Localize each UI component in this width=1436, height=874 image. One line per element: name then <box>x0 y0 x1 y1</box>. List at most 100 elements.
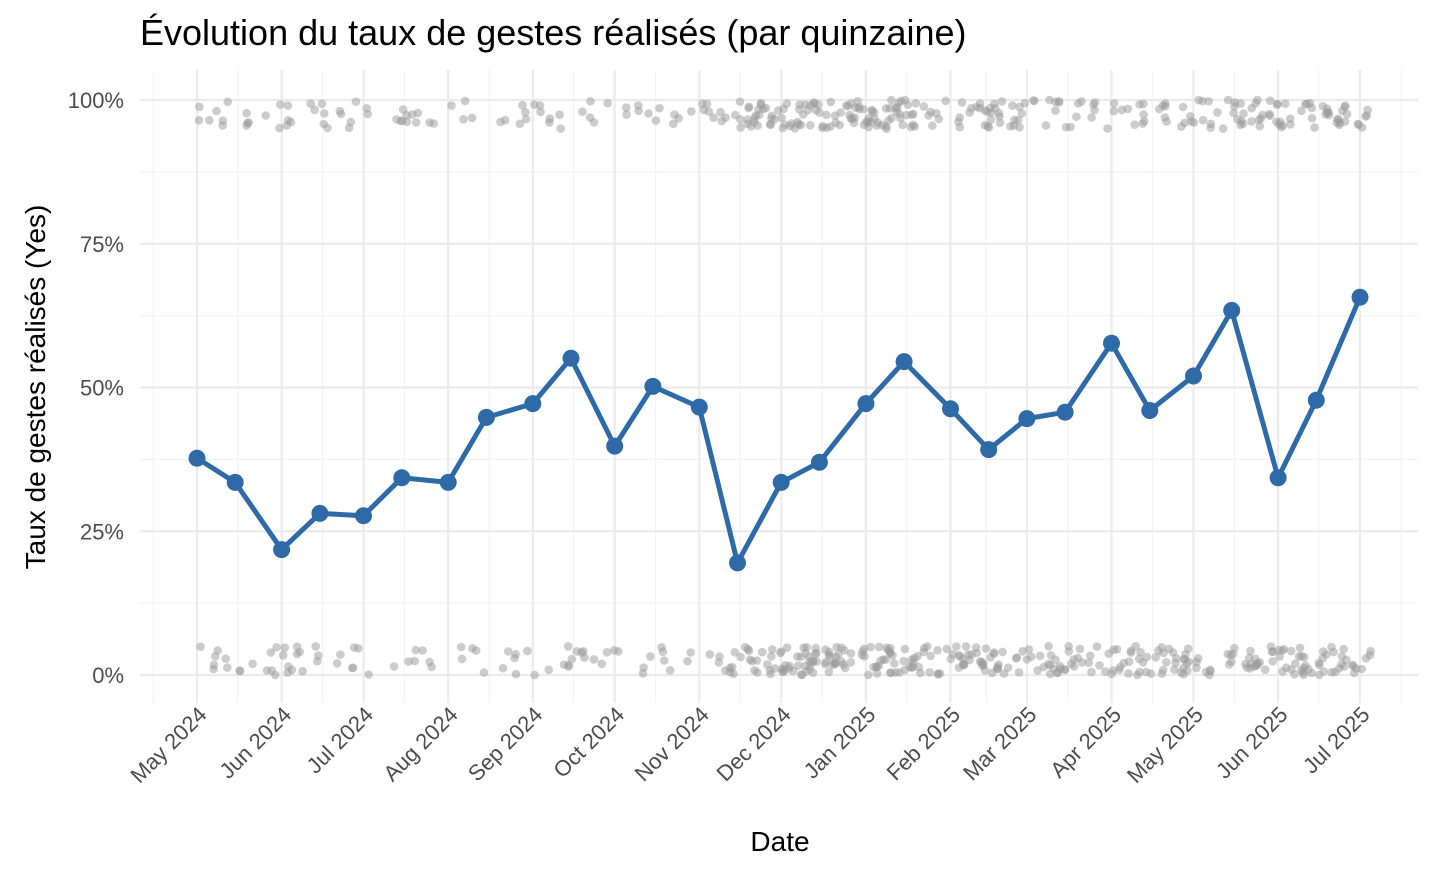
raw-point <box>812 657 821 666</box>
raw-point <box>961 642 971 651</box>
raw-point <box>205 116 214 125</box>
raw-point <box>314 651 323 660</box>
raw-point <box>306 99 316 108</box>
raw-point <box>589 655 599 664</box>
raw-point <box>1213 108 1222 117</box>
raw-point <box>1158 101 1168 110</box>
x-tick-label: Jun 2025 <box>1211 702 1293 784</box>
y-axis: 0% 25% 50% 75% 100% <box>68 88 124 688</box>
raw-point <box>498 663 508 673</box>
raw-point <box>1330 667 1340 677</box>
raw-point <box>364 670 373 679</box>
raw-point <box>1362 111 1372 120</box>
raw-point <box>1255 121 1265 131</box>
x-tick-label: Feb 2025 <box>882 702 965 785</box>
raw-point <box>851 103 860 112</box>
raw-point <box>890 659 899 668</box>
raw-point <box>820 659 830 669</box>
raw-point <box>976 657 986 666</box>
data-point <box>942 400 959 418</box>
raw-point <box>1236 99 1245 108</box>
raw-point <box>1290 670 1299 679</box>
raw-point <box>860 652 869 661</box>
raw-point <box>923 642 932 651</box>
raw-point <box>756 100 766 109</box>
raw-point <box>892 103 902 112</box>
raw-point <box>972 102 981 112</box>
raw-point <box>1138 658 1148 667</box>
raw-point <box>456 642 466 652</box>
raw-point <box>1299 663 1308 673</box>
raw-point <box>223 663 232 672</box>
raw-point <box>335 106 345 116</box>
raw-point <box>811 643 820 653</box>
raw-point <box>826 97 836 107</box>
raw-point <box>413 108 423 118</box>
raw-point <box>822 110 831 120</box>
raw-point <box>818 123 827 132</box>
raw-point <box>750 666 759 675</box>
raw-point <box>1238 119 1248 128</box>
raw-point <box>958 654 968 664</box>
raw-point <box>1299 670 1308 680</box>
raw-point <box>275 123 284 133</box>
raw-point <box>1171 658 1180 668</box>
x-tick-label: Aug 2024 <box>378 702 462 786</box>
raw-point <box>1319 647 1328 656</box>
raw-point <box>1361 654 1371 663</box>
raw-point <box>837 643 846 652</box>
raw-point <box>278 651 288 660</box>
raw-point <box>1223 649 1233 659</box>
raw-point <box>1275 652 1284 661</box>
raw-point <box>824 667 834 677</box>
raw-point <box>545 118 554 127</box>
raw-point <box>500 115 510 125</box>
raw-point <box>806 101 815 110</box>
raw-point <box>1170 665 1179 674</box>
raw-point <box>900 644 910 654</box>
raw-point <box>292 649 302 659</box>
x-tick-label: Oct 2024 <box>548 702 629 783</box>
raw-point <box>1260 665 1270 674</box>
raw-point <box>928 121 937 130</box>
raw-point <box>418 646 427 655</box>
raw-point <box>794 661 803 670</box>
raw-points-layer <box>194 95 1375 680</box>
raw-point <box>905 662 914 671</box>
raw-point <box>283 101 293 110</box>
x-tick-label: May 2025 <box>1122 702 1208 788</box>
raw-point <box>725 667 735 677</box>
raw-point <box>954 117 963 127</box>
raw-point <box>831 658 841 668</box>
raw-point <box>425 657 434 667</box>
raw-point <box>1141 667 1151 677</box>
raw-point <box>280 643 290 652</box>
raw-point <box>221 654 230 663</box>
raw-point <box>1044 642 1053 651</box>
data-point <box>273 541 291 559</box>
raw-point <box>1090 105 1099 115</box>
raw-point <box>1342 109 1352 119</box>
raw-point <box>272 643 281 652</box>
raw-point <box>564 662 573 671</box>
raw-point <box>1348 661 1358 671</box>
raw-point <box>1218 124 1228 133</box>
raw-point <box>411 645 421 655</box>
raw-point <box>1075 644 1085 654</box>
raw-point <box>319 119 329 129</box>
raw-point <box>731 110 740 120</box>
raw-point <box>780 120 790 129</box>
raw-point <box>887 95 896 105</box>
raw-point <box>1357 664 1367 674</box>
raw-point <box>808 668 818 677</box>
raw-point <box>287 665 297 675</box>
raw-point <box>586 97 595 106</box>
raw-point <box>862 117 871 126</box>
raw-point <box>555 110 564 119</box>
raw-point <box>859 644 869 654</box>
raw-point <box>848 114 857 124</box>
raw-point <box>1151 653 1161 662</box>
raw-point <box>1139 110 1148 119</box>
raw-point <box>899 656 908 666</box>
raw-point <box>589 118 599 127</box>
